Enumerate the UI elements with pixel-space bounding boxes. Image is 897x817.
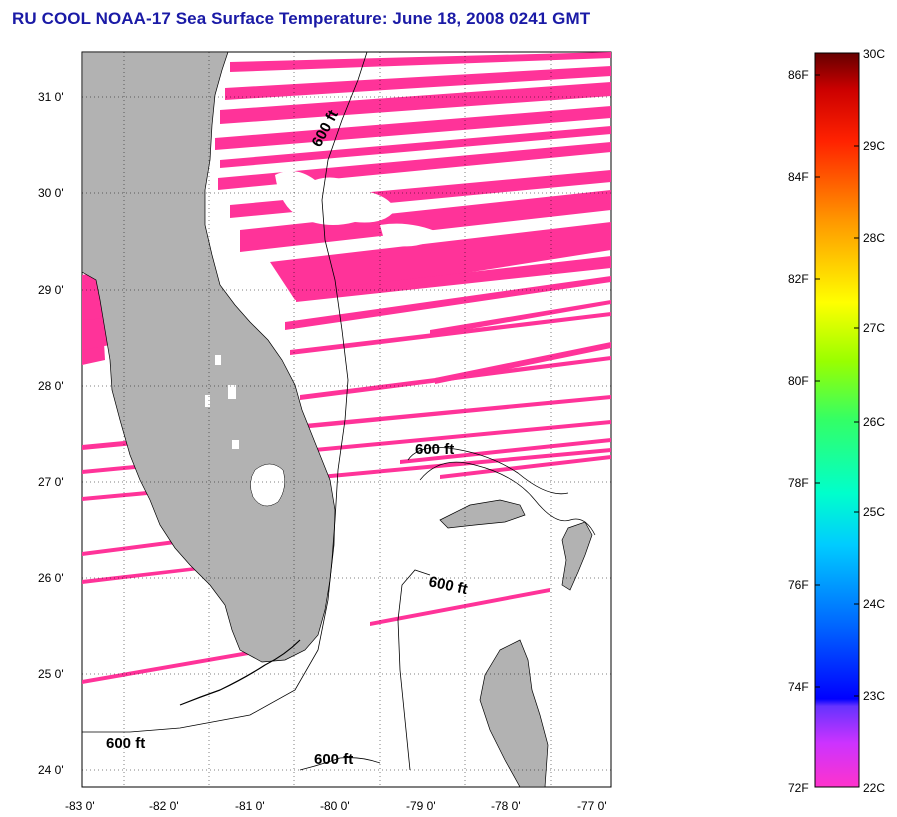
lat-tick-label: 26 0' xyxy=(38,571,64,585)
fahrenheit-label: 82F xyxy=(788,272,809,286)
lake-okeechobee xyxy=(250,463,285,507)
colorbar-ticks xyxy=(815,74,859,697)
contour-label: 600 ft xyxy=(106,735,145,752)
fahrenheit-label: 78F xyxy=(788,476,809,490)
map-grid xyxy=(82,52,611,787)
lat-tick-label: 28 0' xyxy=(38,379,64,393)
lon-tick-label: -81 0' xyxy=(235,799,265,813)
celsius-label: 28C xyxy=(863,231,885,245)
lat-tick-label: 27 0' xyxy=(38,475,64,489)
florida-land xyxy=(82,52,336,663)
abaco-land xyxy=(561,521,593,591)
lon-tick-label: -83 0' xyxy=(65,799,95,813)
celsius-label: 30C xyxy=(863,47,885,61)
lon-tick-labels: -83 0' -82 0' -81 0' -80 0' -79 0' -78 0… xyxy=(65,799,607,813)
lon-tick-label: -78 0' xyxy=(491,799,521,813)
contour-label: 600 ft xyxy=(415,441,454,458)
contour-label: 600 ft xyxy=(314,751,353,768)
fahrenheit-label: 86F xyxy=(788,68,809,82)
lat-tick-label: 25 0' xyxy=(38,667,64,681)
celsius-label: 27C xyxy=(863,321,885,335)
contour-label: 600 ft xyxy=(427,573,469,598)
celsius-label: 24C xyxy=(863,597,885,611)
fahrenheit-label: 80F xyxy=(788,374,809,388)
lon-tick-label: -80 0' xyxy=(320,799,350,813)
lat-tick-label: 31 0' xyxy=(38,90,64,104)
lon-tick-label: -82 0' xyxy=(149,799,179,813)
bahama-bank-outline xyxy=(419,461,596,536)
lat-tick-label: 24 0' xyxy=(38,763,64,777)
fahrenheit-label: 72F xyxy=(788,781,809,795)
fahrenheit-label: 74F xyxy=(788,680,809,694)
map-content xyxy=(82,52,611,787)
cloud-patches xyxy=(275,171,440,247)
celsius-label: 29C xyxy=(863,139,885,153)
celsius-label: 23C xyxy=(863,689,885,703)
colorbar-celsius-labels: 30C 29C 28C 27C 26C 25C 24C 23C 22C xyxy=(863,47,885,795)
fahrenheit-label: 76F xyxy=(788,578,809,592)
colorbar-fahrenheit-labels: 86F 84F 82F 80F 78F 76F 74F 72F xyxy=(788,68,809,795)
map-frame xyxy=(81,51,612,788)
lon-tick-label: -79 0' xyxy=(406,799,436,813)
lat-tick-label: 30 0' xyxy=(38,186,64,200)
grand-bahama-land xyxy=(439,499,526,529)
celsius-label: 22C xyxy=(863,781,885,795)
celsius-label: 25C xyxy=(863,505,885,519)
lat-tick-label: 29 0' xyxy=(38,283,64,297)
andros-land xyxy=(479,639,549,787)
florida-keys xyxy=(179,639,301,706)
fahrenheit-label: 84F xyxy=(788,170,809,184)
depth-contours xyxy=(82,52,569,771)
contour-label: 600 ft xyxy=(309,107,342,150)
celsius-label: 26C xyxy=(863,415,885,429)
lon-tick-label: -77 0' xyxy=(577,799,607,813)
inland-lakes xyxy=(205,310,253,449)
color-scale-bar xyxy=(814,52,860,788)
map-title: RU COOL NOAA-17 Sea Surface Temperature:… xyxy=(12,9,591,28)
lat-tick-labels: 31 0' 30 0' 29 0' 28 0' 27 0' 26 0' 25 0… xyxy=(38,90,64,777)
sst-stripes xyxy=(82,52,611,684)
